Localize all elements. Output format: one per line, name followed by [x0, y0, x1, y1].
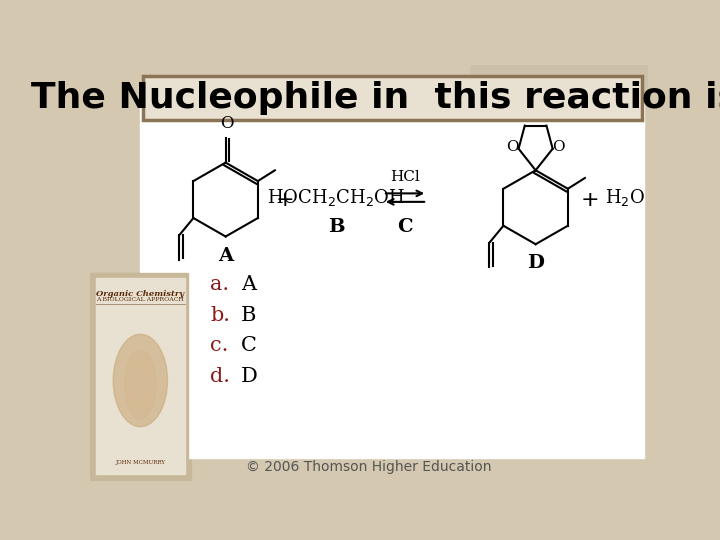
Text: JOHN MCMURRY: JOHN MCMURRY: [115, 460, 166, 465]
Bar: [469, 65, 648, 96]
Text: D: D: [527, 254, 544, 273]
FancyBboxPatch shape: [143, 76, 642, 120]
Text: c.: c.: [210, 336, 228, 355]
Bar: [90, 273, 191, 481]
Text: +: +: [276, 190, 294, 210]
Text: a.: a.: [210, 275, 229, 294]
Text: O: O: [506, 140, 518, 154]
Text: A: A: [241, 275, 256, 294]
Text: O: O: [552, 140, 565, 154]
Text: D: D: [241, 367, 258, 386]
Text: B: B: [241, 306, 256, 325]
Text: A BIOLOGICAL APPROACH: A BIOLOGICAL APPROACH: [96, 298, 184, 302]
Bar: [140, 99, 644, 457]
Text: C: C: [397, 218, 413, 235]
Text: b.: b.: [210, 306, 230, 325]
Text: A: A: [218, 247, 233, 265]
Bar: [93, 273, 188, 477]
Text: HOCH$_2$CH$_2$OH: HOCH$_2$CH$_2$OH: [267, 187, 405, 208]
Text: The Nucleophile in  this reaction is:: The Nucleophile in this reaction is:: [31, 81, 720, 115]
Text: Organic Chemistry: Organic Chemistry: [96, 289, 184, 298]
Text: C: C: [241, 336, 257, 355]
Ellipse shape: [125, 350, 156, 419]
Text: d.: d.: [210, 367, 230, 386]
Bar: [96, 278, 184, 475]
Text: +: +: [580, 190, 599, 210]
Text: © 2006 Thomson Higher Education: © 2006 Thomson Higher Education: [246, 460, 492, 474]
Text: HCl: HCl: [390, 170, 420, 184]
Ellipse shape: [113, 334, 168, 427]
Text: B: B: [328, 218, 345, 235]
Text: H$_2$O: H$_2$O: [605, 187, 645, 208]
Text: O: O: [220, 115, 234, 132]
